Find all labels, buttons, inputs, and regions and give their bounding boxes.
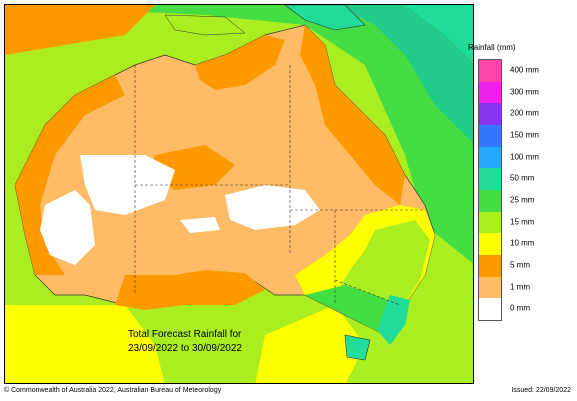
png-fragment (284, 5, 366, 31)
copyright-text: © Commonwealth of Australia 2022, Austra… (4, 387, 222, 394)
legend-swatch (479, 81, 501, 104)
legend-label: 10 mm (510, 238, 535, 248)
legend-label: 25 mm (510, 195, 535, 205)
legend-swatch (479, 233, 501, 256)
zero-small (180, 217, 220, 233)
legend-swatch (479, 103, 501, 125)
legend-swatch (479, 125, 501, 147)
tasmania (344, 334, 371, 361)
caption-line-2: 23/09/2022 to 30/09/2022 (128, 343, 242, 354)
legend-label: 0 mm (510, 303, 530, 313)
legend-swatch (479, 276, 501, 299)
ocean-far-northeast (405, 5, 473, 63)
ocean-northwest-orange (5, 5, 155, 55)
timor-region (164, 14, 246, 36)
legend-swatch (479, 255, 501, 277)
band-victoria-green (305, 285, 400, 335)
legend-swatch (479, 211, 501, 234)
legend-label: 15 mm (510, 217, 535, 227)
zero-lake-eyre (225, 185, 320, 230)
legend-label: 1 mm (510, 282, 530, 292)
rainfall-map (5, 5, 473, 383)
legend-label: 150 mm (510, 130, 539, 140)
legend-swatch (479, 298, 501, 321)
legend-label: 50 mm (510, 173, 535, 183)
legend-swatch (479, 168, 501, 190)
band-top-end (195, 35, 285, 90)
zero-west (40, 190, 95, 265)
legend-label: 100 mm (510, 152, 539, 161)
legend-label: 400 mm (510, 65, 539, 75)
legend-label: 200 mm (510, 108, 539, 118)
band-south (115, 270, 265, 310)
forecast-caption: Total Forecast Rainfall for 23/09/2022 t… (128, 328, 248, 356)
caption-line-1: Total Forecast Rainfall for (128, 329, 242, 340)
issued-date: Issued: 22/09/2022 (511, 387, 571, 394)
legend-swatch (479, 146, 501, 169)
legend-swatch (479, 60, 501, 82)
band-gippsland-teal (377, 295, 410, 345)
legend-label: 5 mm (510, 260, 530, 270)
band-queensland (300, 25, 405, 205)
border-nsw-vic (334, 279, 401, 306)
zero-central-west (80, 155, 175, 215)
ocean-southwest-yellow (5, 305, 165, 383)
legend-title: Rainfall (mm) (468, 43, 516, 52)
legend-color-bar (478, 59, 502, 321)
ocean-south-yellow (255, 305, 365, 383)
legend-label: 300 mm (510, 87, 539, 96)
legend-swatch (479, 190, 501, 212)
ocean-northeast-teal (335, 5, 473, 143)
rainfall-map-frame (4, 4, 474, 384)
